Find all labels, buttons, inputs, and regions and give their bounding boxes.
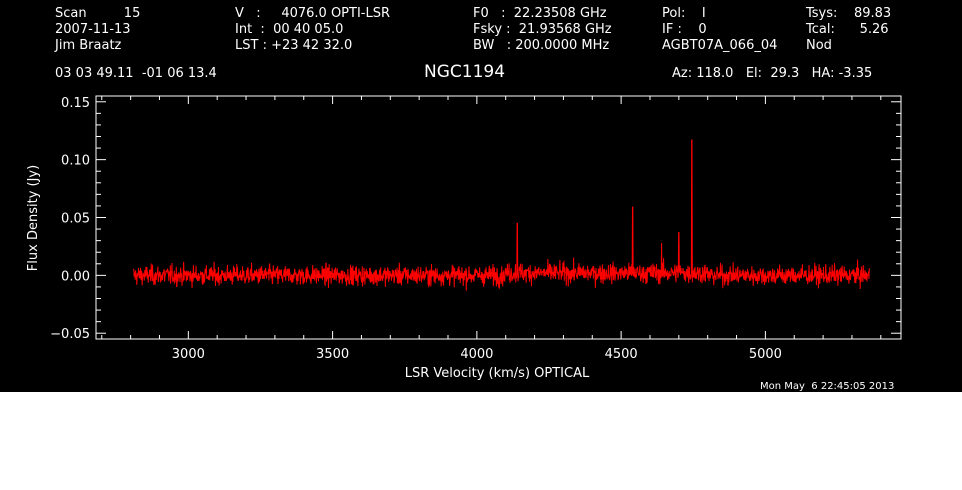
header-project: AGBT07A_066_04 — [662, 38, 778, 53]
x-tick-label: 4500 — [605, 347, 638, 362]
spectrum-chart: 3000 3500 4000 4500 5000 −0.05 0.00 0.05 0.10 0.1… — [26, 95, 902, 381]
x-tick-label: 3500 — [316, 347, 349, 362]
header-pointing: Az: 118.0 El: 29.3 HA: -3.35 — [672, 66, 873, 81]
header-lst: LST : +23 42 32.0 — [235, 38, 353, 53]
header-observer: Jim Braatz — [55, 38, 122, 53]
y-tick-label: 0.15 — [61, 96, 90, 111]
header-integration: Int : 00 40 05.0 — [235, 22, 344, 37]
header-velocity: V : 4076.0 OPTI-LSR — [235, 6, 391, 21]
header-scan: Scan 15 — [55, 6, 141, 21]
timestamp: Mon May 6 22:45:05 2013 — [760, 381, 895, 392]
header-bw: BW : 200.0000 MHz — [473, 38, 610, 53]
axes-frame — [95, 95, 902, 340]
header-coordinates: 03 03 49.11 -01 06 13.4 — [55, 66, 217, 81]
header-f0: F0 : 22.23508 GHz — [473, 6, 607, 21]
y-tick-label: 0.00 — [61, 269, 90, 284]
header-tsys: Tsys: 89.83 — [806, 6, 892, 21]
spectrum-trace — [133, 139, 870, 291]
y-tick-label: 0.05 — [61, 212, 90, 227]
header-tcal: Tcal: 5.26 — [806, 22, 889, 37]
header-fsky: Fsky : 21.93568 GHz — [473, 22, 612, 37]
y-axis-label: Flux Density (Jy) — [26, 165, 41, 271]
header-if: IF : 0 — [662, 22, 707, 37]
x-tick-label: 4000 — [460, 347, 493, 362]
header-pol: Pol: I — [662, 6, 706, 21]
header-date: 2007-11-13 — [55, 22, 131, 37]
x-tick-label: 5000 — [749, 347, 782, 362]
x-axis-label: LSR Velocity (km/s) OPTICAL — [405, 366, 590, 381]
y-tick-label: −0.05 — [50, 327, 90, 342]
x-tick-label: 3000 — [172, 347, 205, 362]
y-tick-label: 0.10 — [61, 154, 90, 169]
header-procedure: Nod — [806, 38, 832, 53]
plot-panel: Scan 15 2007-11-13 Jim Braatz V : 4076.0… — [0, 0, 962, 392]
source-name: NGC1194 — [424, 62, 506, 82]
